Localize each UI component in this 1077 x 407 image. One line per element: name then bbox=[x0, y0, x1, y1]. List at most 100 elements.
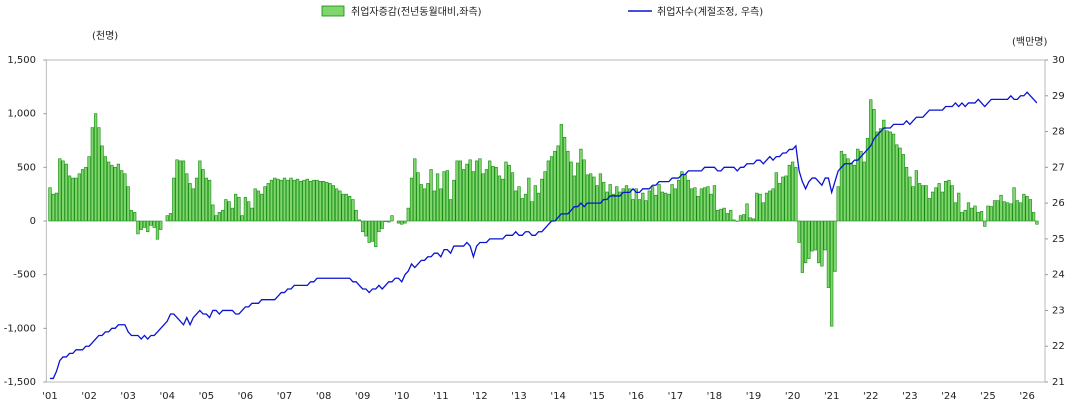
bar bbox=[592, 176, 596, 222]
bar bbox=[667, 193, 671, 222]
bar bbox=[927, 198, 932, 222]
bar bbox=[839, 150, 844, 222]
bar bbox=[882, 119, 886, 222]
bar bbox=[191, 188, 195, 222]
bar bbox=[328, 183, 332, 222]
bar bbox=[540, 178, 544, 222]
bar bbox=[654, 194, 658, 222]
bar bbox=[641, 192, 645, 222]
bar bbox=[914, 170, 918, 222]
bar bbox=[269, 179, 274, 222]
bar bbox=[865, 138, 870, 222]
bar bbox=[797, 220, 801, 243]
bar bbox=[605, 191, 609, 222]
bar bbox=[647, 190, 651, 222]
bar bbox=[650, 186, 655, 222]
x-tick-label: '21 bbox=[824, 391, 839, 402]
bar bbox=[888, 131, 892, 222]
x-tick-label: '13 bbox=[511, 391, 526, 402]
bar bbox=[875, 131, 879, 222]
bar bbox=[129, 209, 134, 222]
legend-swatch bbox=[321, 5, 345, 17]
bar bbox=[781, 176, 785, 222]
bar bbox=[790, 161, 795, 222]
bar bbox=[315, 179, 319, 222]
bar bbox=[569, 161, 573, 222]
bar bbox=[253, 188, 257, 222]
bar bbox=[185, 173, 189, 222]
bar bbox=[660, 191, 664, 222]
bar bbox=[295, 178, 300, 222]
bar bbox=[103, 156, 107, 222]
bar bbox=[426, 183, 430, 222]
bar bbox=[308, 180, 313, 222]
bar bbox=[716, 209, 720, 222]
bar bbox=[429, 169, 433, 222]
bar bbox=[722, 207, 726, 222]
bar bbox=[442, 171, 446, 222]
bar bbox=[973, 205, 977, 222]
bar bbox=[302, 179, 306, 222]
bar bbox=[1012, 187, 1016, 222]
bar bbox=[800, 220, 804, 273]
bar bbox=[220, 209, 225, 222]
bar bbox=[862, 161, 866, 222]
bar bbox=[201, 169, 205, 222]
bar bbox=[361, 220, 365, 233]
bar bbox=[921, 185, 925, 222]
bar bbox=[634, 188, 638, 222]
line bbox=[50, 91, 1038, 380]
bar bbox=[74, 177, 78, 222]
bar bbox=[471, 171, 476, 222]
legend-label: 취업자수(계절조정, 우측) bbox=[657, 5, 763, 18]
bar bbox=[357, 219, 362, 222]
bar bbox=[77, 173, 81, 222]
y-tick-label: 500 bbox=[17, 162, 36, 173]
bar bbox=[234, 193, 238, 222]
bar bbox=[494, 167, 498, 222]
bar bbox=[992, 200, 997, 222]
bar bbox=[566, 150, 570, 222]
bar bbox=[670, 184, 674, 222]
bar bbox=[732, 219, 736, 222]
bar bbox=[917, 183, 922, 222]
bar bbox=[168, 213, 173, 222]
bar bbox=[227, 201, 231, 222]
y2-tick-label: 30 bbox=[1052, 55, 1065, 66]
bar bbox=[970, 207, 974, 222]
bar bbox=[517, 186, 521, 222]
bar bbox=[367, 220, 371, 243]
bar bbox=[579, 148, 583, 222]
bar bbox=[725, 213, 730, 222]
bar bbox=[696, 196, 700, 222]
bar bbox=[260, 193, 264, 222]
x-tick-label: '03 bbox=[120, 391, 135, 402]
bar bbox=[237, 197, 241, 222]
bar bbox=[618, 191, 622, 222]
bar bbox=[1015, 200, 1019, 222]
x-tick-label: '02 bbox=[81, 391, 96, 402]
bar bbox=[318, 180, 322, 222]
bar bbox=[898, 147, 902, 222]
bar bbox=[445, 170, 449, 222]
bar bbox=[484, 169, 489, 222]
x-tick-label: '16 bbox=[629, 391, 644, 402]
bar bbox=[51, 193, 55, 222]
bar bbox=[810, 220, 814, 252]
bar bbox=[110, 164, 114, 222]
bar bbox=[321, 180, 326, 222]
bar bbox=[742, 214, 746, 222]
bar bbox=[230, 207, 235, 222]
bar bbox=[198, 160, 202, 222]
legend-label: 취업자증감(전년동월대비,좌측) bbox=[351, 5, 482, 18]
bar bbox=[872, 109, 876, 222]
bar bbox=[787, 164, 791, 222]
bar bbox=[152, 220, 156, 228]
bar bbox=[80, 169, 85, 222]
bar bbox=[491, 165, 495, 222]
x-tick-label: '20 bbox=[785, 391, 800, 402]
bar bbox=[709, 193, 713, 222]
bar bbox=[657, 184, 661, 222]
bar bbox=[331, 185, 335, 222]
bar bbox=[207, 179, 212, 222]
